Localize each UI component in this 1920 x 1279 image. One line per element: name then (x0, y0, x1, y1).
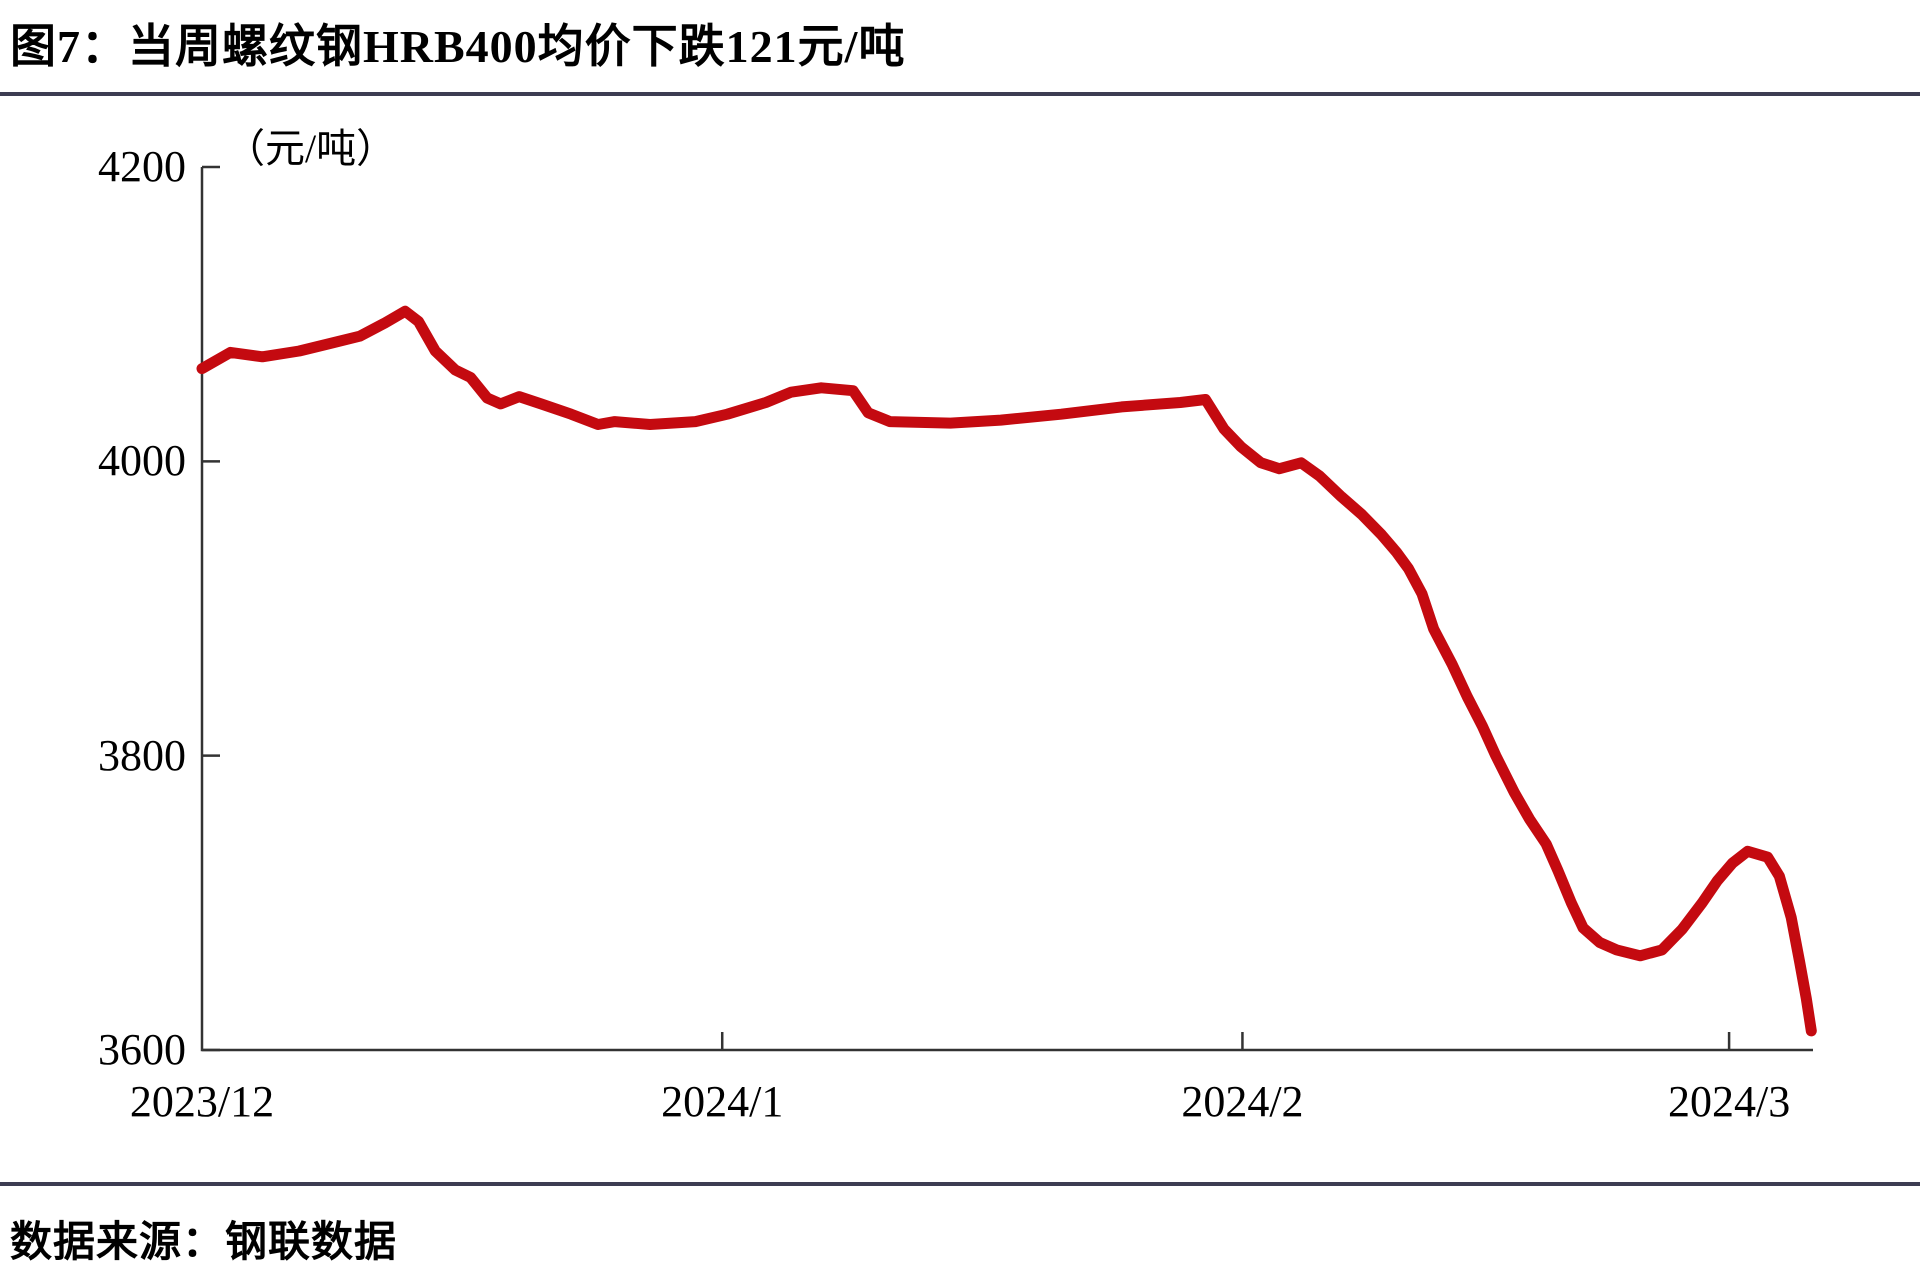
x-tick-label: 2023/12 (129, 1077, 275, 1126)
title-divider-rule (0, 92, 1920, 96)
axis-line (200, 167, 1813, 1052)
y-tick-label: 4000 (98, 436, 186, 486)
y-axis-unit-label: （元/吨） (225, 126, 397, 171)
y-tick-label: 3600 (98, 1025, 186, 1074)
x-tick-label: 2024/1 (661, 1077, 784, 1126)
data-source-text: 数据来源：钢联数据 (10, 1220, 398, 1266)
x-tick-label: 2024/2 (1181, 1077, 1304, 1126)
y-tick-label: 3800 (98, 730, 186, 780)
chart-title: 图7：当周螺纹钢HRB400均价下跌121元/吨 (10, 21, 906, 72)
footer-divider-rule (0, 1182, 1920, 1186)
y-tick-label: 4200 (98, 142, 186, 191)
price-line (196, 305, 1817, 1037)
x-tick-label: 2024/3 (1667, 1077, 1791, 1126)
